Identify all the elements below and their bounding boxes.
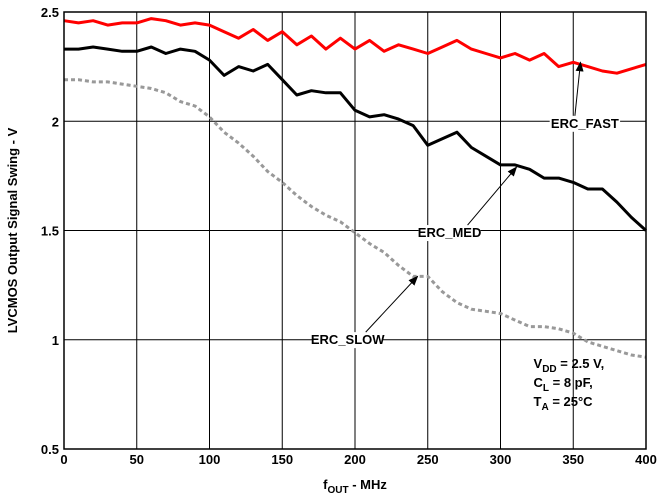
annotation-arrow [468, 167, 517, 225]
x-tick-label: 150 [271, 452, 293, 467]
x-tick-label: 400 [635, 452, 657, 467]
x-tick-label: 250 [417, 452, 439, 467]
conditions-box: VDD = 2.5 V,CL = 8 pF,TA = 25°C [534, 356, 605, 413]
annotation-label: ERC_MED [418, 225, 482, 240]
x-axis-title: fOUT - MHz [323, 477, 387, 496]
y-tick-label: 1 [52, 333, 59, 348]
y-tick-label: 1.5 [41, 224, 59, 239]
x-tick-label: 300 [490, 452, 512, 467]
condition-line: CL = 8 pF, [534, 375, 593, 394]
annotation-arrow [366, 276, 418, 332]
annotation-label: ERC_FAST [551, 116, 619, 131]
annotation-label: ERC_SLOW [311, 332, 385, 347]
y-axis-title: LVCMOS Output Signal Swing - V [5, 127, 20, 333]
x-tick-label: 100 [199, 452, 221, 467]
condition-line: TA = 25°C [534, 394, 594, 413]
y-tick-label: 2 [52, 114, 59, 129]
condition-line: VDD = 2.5 V, [534, 356, 605, 375]
x-tick-label: 0 [60, 452, 67, 467]
y-tick-label: 0.5 [41, 442, 59, 457]
x-tick-label: 50 [130, 452, 144, 467]
annotation-arrow [575, 62, 581, 116]
x-tick-label: 350 [562, 452, 584, 467]
y-tick-label: 2.5 [41, 5, 59, 20]
x-tick-label: 200 [344, 452, 366, 467]
